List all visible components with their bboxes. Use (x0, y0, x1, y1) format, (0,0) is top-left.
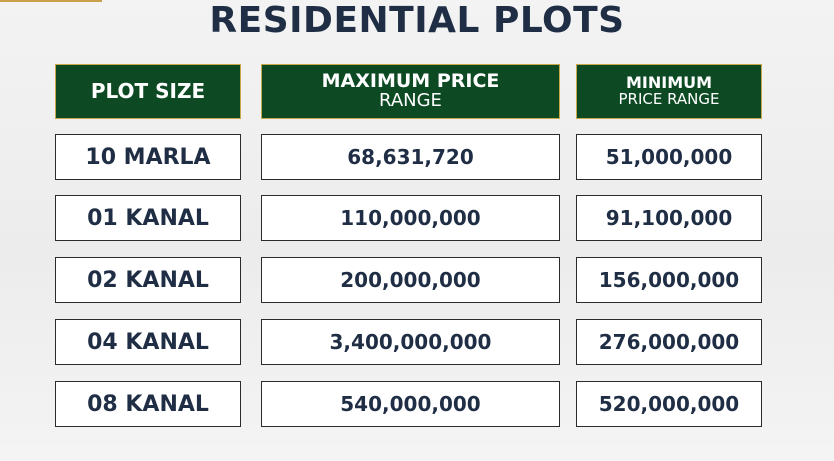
max-price-cell: 200,000,000 (261, 257, 560, 303)
plot-size-cell: 01 KANAL (55, 195, 241, 241)
header-plot-size-label: PLOT SIZE (90, 79, 206, 103)
plot-size-cell: 04 KANAL (55, 319, 241, 365)
header-minimum-price: MINIMUM PRICE RANGE (576, 64, 762, 119)
plot-size-cell: 10 MARLA (55, 134, 241, 180)
header-minimum-price-line1: MINIMUM (625, 73, 713, 93)
plot-size-cell: 02 KANAL (55, 257, 241, 303)
header-minimum-price-line2: PRICE RANGE (618, 90, 720, 109)
header-plot-size: PLOT SIZE (55, 64, 241, 119)
min-price-cell: 156,000,000 (576, 257, 762, 303)
max-price-cell: 3,400,000,000 (261, 319, 560, 365)
page-title: RESIDENTIAL PLOTS (209, 0, 625, 41)
header-maximum-price-line2: RANGE (379, 90, 442, 112)
header-maximum-price-line1: MAXIMUM PRICE (321, 70, 500, 93)
max-price-cell: 110,000,000 (261, 195, 560, 241)
max-price-cell: 540,000,000 (261, 381, 560, 427)
header-maximum-price: MAXIMUM PRICE RANGE (261, 64, 560, 119)
plot-size-cell: 08 KANAL (55, 381, 241, 427)
min-price-cell: 276,000,000 (576, 319, 762, 365)
max-price-cell: 68,631,720 (261, 134, 560, 180)
min-price-cell: 520,000,000 (576, 381, 762, 427)
corner-accent (0, 0, 102, 2)
min-price-cell: 91,100,000 (576, 195, 762, 241)
min-price-cell: 51,000,000 (576, 134, 762, 180)
